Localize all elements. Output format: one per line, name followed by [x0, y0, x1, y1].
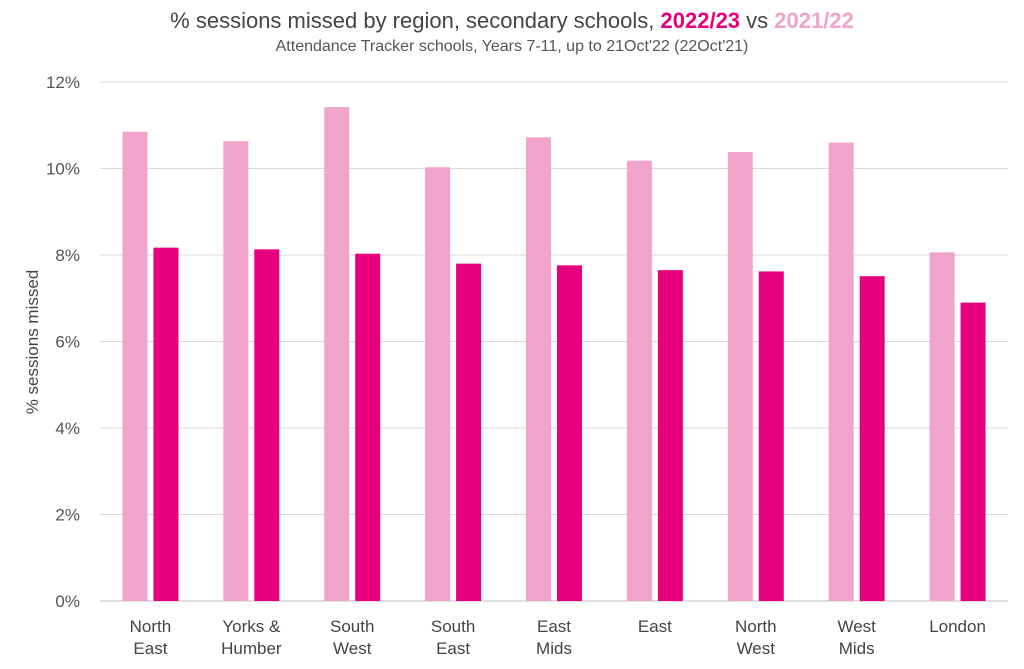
x-category-label: West: [333, 639, 372, 658]
bar-2022-23: [355, 253, 381, 601]
y-tick-label: 12%: [46, 73, 80, 92]
x-category-label: East: [436, 639, 470, 658]
y-tick-label: 6%: [55, 333, 80, 352]
bar-2022-23: [960, 302, 986, 601]
x-category-label: Humber: [221, 639, 282, 658]
bar-2021-22: [122, 131, 148, 602]
x-category-label: Mids: [839, 639, 875, 658]
bar-2022-23: [758, 271, 784, 601]
x-category-label: East: [537, 617, 571, 636]
bar-2022-23: [859, 276, 885, 601]
x-category-label: London: [929, 617, 986, 636]
bar-2022-23: [456, 263, 482, 601]
gridlines: [100, 81, 1008, 602]
y-tick-label: 0%: [55, 592, 80, 611]
x-category-label: South: [431, 617, 475, 636]
y-tick-label: 2%: [55, 506, 80, 525]
chart-subtitle: Attendance Tracker schools, Years 7-11, …: [275, 38, 749, 55]
chart-title-vs: vs: [746, 8, 769, 33]
y-tick-label: 4%: [55, 419, 80, 438]
x-category-label: East: [133, 639, 167, 658]
y-tick-label: 10%: [46, 160, 80, 179]
bar-2021-22: [929, 252, 955, 601]
bar-2021-22: [425, 167, 451, 601]
bar-2021-22: [526, 137, 551, 602]
chart-title-prefix: % sessions missed by region, secondary s…: [170, 8, 655, 33]
x-axis-categories: North East Yorks & Humber South West South East…: [130, 617, 986, 658]
x-category-label: North: [735, 617, 777, 636]
bar-2021-22: [626, 160, 652, 601]
x-category-label: East: [638, 617, 672, 636]
bar-2021-22: [727, 152, 753, 601]
bars: [122, 107, 986, 602]
y-axis-title: % sessions missed: [23, 270, 42, 415]
chart-title: % sessions missed by region, secondary s…: [0, 8, 1024, 34]
x-category-label: South: [330, 617, 374, 636]
chart-title-series-old: 2021/22: [774, 8, 854, 33]
bar-2021-22: [324, 107, 350, 602]
x-category-label: West: [737, 639, 776, 658]
bar-2022-23: [153, 247, 179, 601]
chart-title-series-new: 2022/23: [660, 8, 741, 33]
bar-2022-23: [657, 270, 683, 601]
bar-2021-22: [828, 142, 854, 602]
y-axis-ticks: 0% 2% 4% 6% 8% 10% 12%: [46, 73, 80, 611]
bar-2022-23: [557, 265, 582, 601]
x-category-label: Mids: [536, 639, 572, 658]
x-category-label: Yorks &: [222, 617, 281, 636]
x-category-label: West: [837, 617, 876, 636]
bar-2022-23: [254, 249, 280, 601]
y-tick-label: 8%: [55, 246, 80, 265]
x-category-label: North: [130, 617, 172, 636]
bar-2021-22: [223, 141, 249, 601]
